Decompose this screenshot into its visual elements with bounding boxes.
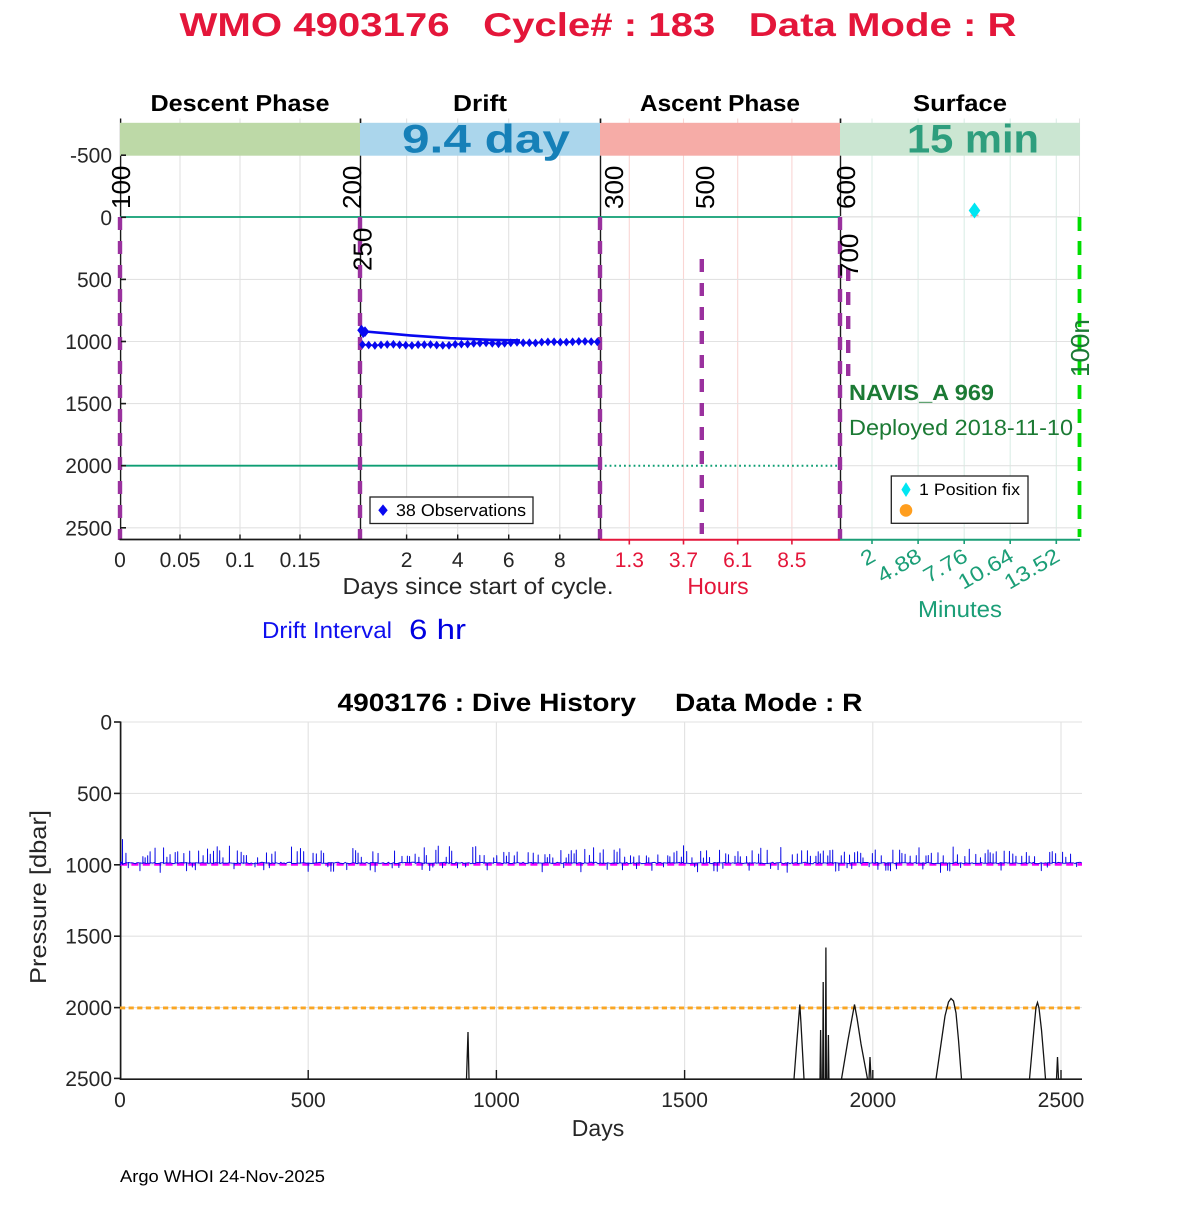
svg-text:300: 300 xyxy=(599,166,629,209)
svg-text:2500: 2500 xyxy=(65,517,112,540)
svg-text:0.15: 0.15 xyxy=(280,549,321,572)
svg-text:1000: 1000 xyxy=(65,854,112,877)
svg-text:0: 0 xyxy=(100,712,112,735)
svg-text:1.3: 1.3 xyxy=(615,549,644,572)
svg-text:3.7: 3.7 xyxy=(669,549,698,572)
svg-text:8.5: 8.5 xyxy=(777,549,806,572)
svg-text:500: 500 xyxy=(77,783,112,806)
svg-text:0: 0 xyxy=(114,549,126,572)
svg-text:2000: 2000 xyxy=(65,455,112,478)
svg-text:Drift Interval: Drift Interval xyxy=(262,617,392,643)
svg-text:700: 700 xyxy=(834,234,864,277)
svg-text:WMO 4903176 Cycle# : 183 D: WMO 4903176 Cycle# : 183 Data Mode : R xyxy=(180,6,1017,43)
svg-text:Minutes: Minutes xyxy=(918,596,1002,622)
svg-text:Deployed 2018-11-10: Deployed 2018-11-10 xyxy=(849,415,1073,440)
svg-text:Argo WHOI 24-Nov-2025: Argo WHOI 24-Nov-2025 xyxy=(120,1167,325,1186)
svg-text:15 min: 15 min xyxy=(907,118,1039,162)
svg-text:250: 250 xyxy=(348,228,378,271)
svg-text:38 Observations: 38 Observations xyxy=(396,501,526,520)
svg-text:0: 0 xyxy=(100,207,112,230)
svg-text:6 hr: 6 hr xyxy=(409,614,466,645)
svg-text:6: 6 xyxy=(503,549,515,572)
svg-text:Hours: Hours xyxy=(687,573,748,599)
svg-text:500: 500 xyxy=(291,1089,326,1112)
svg-text:500: 500 xyxy=(77,269,112,292)
svg-text:4: 4 xyxy=(452,549,464,572)
svg-text:Drift: Drift xyxy=(453,90,507,116)
svg-text:1500: 1500 xyxy=(65,926,112,949)
svg-text:2500: 2500 xyxy=(65,1068,112,1091)
svg-text:200: 200 xyxy=(337,166,367,209)
svg-text:Surface: Surface xyxy=(913,90,1007,116)
svg-text:100n: 100n xyxy=(1065,319,1095,377)
svg-text:2000: 2000 xyxy=(65,997,112,1020)
svg-text:1500: 1500 xyxy=(661,1089,708,1112)
svg-text:8: 8 xyxy=(554,549,566,572)
svg-text:500: 500 xyxy=(690,166,720,209)
svg-text:Ascent Phase: Ascent Phase xyxy=(640,90,800,116)
svg-text:1500: 1500 xyxy=(65,393,112,416)
svg-text:Descent Phase: Descent Phase xyxy=(151,90,330,116)
svg-text:-500: -500 xyxy=(70,145,112,168)
svg-text:1 Position fix: 1 Position fix xyxy=(919,481,1021,499)
svg-text:6.1: 6.1 xyxy=(723,549,752,572)
svg-text:1000: 1000 xyxy=(65,331,112,354)
svg-text:Days since start of cycle.: Days since start of cycle. xyxy=(343,573,614,599)
svg-text:2500: 2500 xyxy=(1038,1089,1085,1112)
svg-text:Pressure [dbar]: Pressure [dbar] xyxy=(25,810,51,984)
svg-text:1000: 1000 xyxy=(473,1089,520,1112)
svg-text:2: 2 xyxy=(401,549,413,572)
svg-text:2000: 2000 xyxy=(849,1089,896,1112)
svg-text:100: 100 xyxy=(106,166,136,209)
svg-text:Days: Days xyxy=(572,1115,624,1141)
svg-text:9.4 day: 9.4 day xyxy=(402,118,571,162)
svg-text:0.05: 0.05 xyxy=(160,549,201,572)
svg-text:4903176 : Dive History Dat: 4903176 : Dive History Data Mode : R xyxy=(338,689,863,717)
svg-text:NAVIS_A 969: NAVIS_A 969 xyxy=(849,380,994,405)
svg-text:0.1: 0.1 xyxy=(225,549,254,572)
svg-text:600: 600 xyxy=(831,166,861,209)
svg-text:0: 0 xyxy=(114,1089,126,1112)
